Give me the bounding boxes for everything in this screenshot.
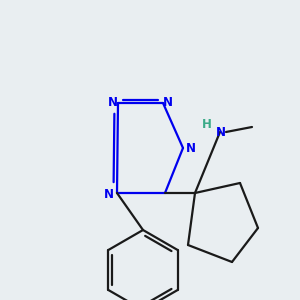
Text: N: N [186, 142, 196, 154]
Text: N: N [108, 97, 118, 110]
Text: N: N [104, 188, 114, 202]
Text: H: H [202, 118, 212, 130]
Text: N: N [216, 125, 226, 139]
Text: N: N [163, 97, 173, 110]
